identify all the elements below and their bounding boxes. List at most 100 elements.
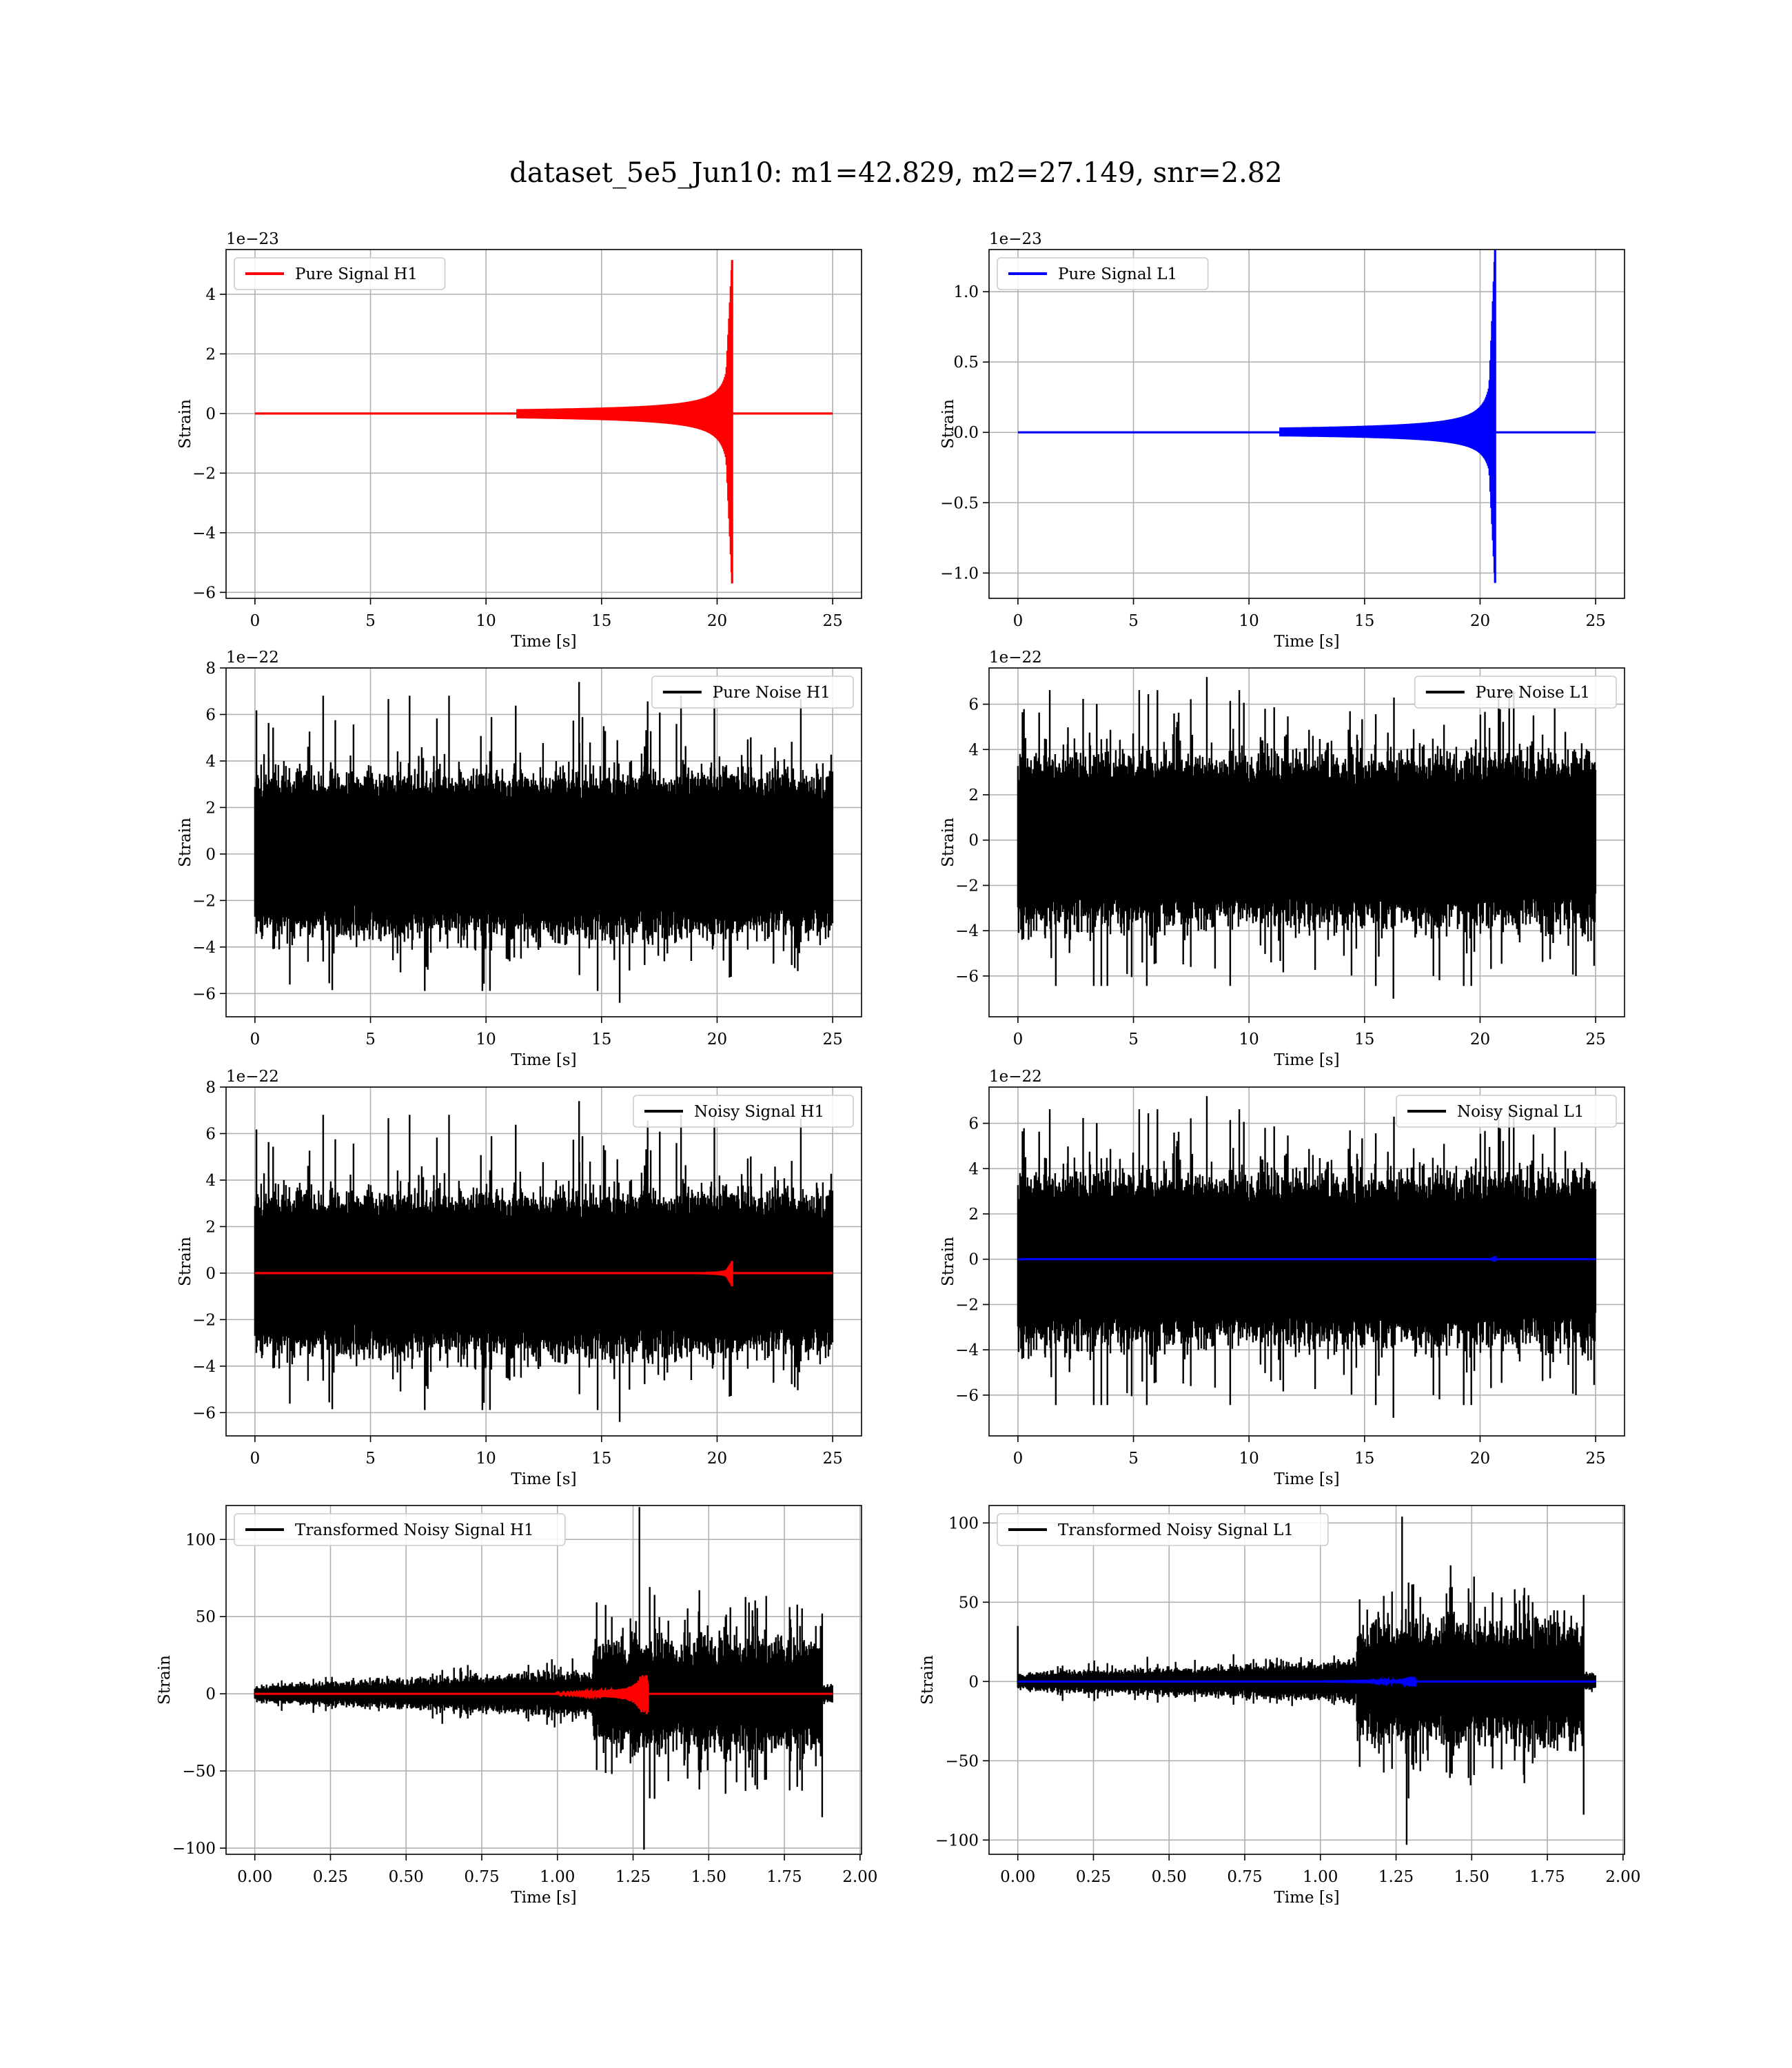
- axes-frame: [225, 1086, 862, 1437]
- plot-area: [254, 1507, 833, 1850]
- x-tick-label: 0.75: [464, 1868, 499, 1886]
- x-tick-label: 20: [707, 1450, 727, 1468]
- x-tick-label: 5: [365, 1031, 376, 1048]
- legend-label: Pure Signal L1: [1058, 265, 1177, 283]
- y-tick-label: −100: [935, 1832, 979, 1849]
- plot-area: [254, 260, 833, 584]
- y-tick-label: 0: [205, 846, 216, 864]
- axes-frame: [988, 249, 1625, 599]
- y-tick-label: 4: [205, 1172, 216, 1190]
- x-tick-label: 0: [1013, 612, 1024, 630]
- legend-frame: [234, 1513, 566, 1546]
- x-tick-label: 2.00: [1605, 1868, 1640, 1886]
- series-line-1: [254, 1675, 833, 1714]
- series-line-0: [1017, 250, 1596, 583]
- x-tick-label: 25: [822, 1450, 842, 1468]
- y-tick-label: −2: [192, 892, 216, 910]
- x-tick-label: 0: [1013, 1450, 1024, 1468]
- y-axis-label: Strain: [939, 818, 957, 867]
- legend: Pure Noise H1: [651, 676, 854, 709]
- chart-panel-3: 0 5 10 15 20 25 −6 −4 −2 0 2 4 6 8 Time [s] Strain 1e−22…: [176, 649, 862, 1069]
- series-line-0: [254, 1507, 833, 1850]
- legend: Pure Signal L1: [997, 257, 1209, 290]
- y-tick-label: 0.5: [953, 354, 979, 372]
- y-tick-label: −6: [192, 584, 216, 602]
- x-tick-label: 2.00: [842, 1868, 877, 1886]
- x-tick-label: 25: [822, 1031, 842, 1048]
- y-tick-label: −2: [955, 1296, 979, 1314]
- y-tick-label: 4: [968, 1160, 979, 1178]
- legend-frame: [1396, 1095, 1617, 1128]
- x-tick-label: 15: [1354, 1450, 1374, 1468]
- x-tick-label: 20: [1470, 1450, 1490, 1468]
- legend-frame: [997, 1513, 1329, 1546]
- axes-frame: [225, 667, 862, 1017]
- y-tick-label: −2: [955, 877, 979, 895]
- legend: Pure Noise L1: [1414, 676, 1617, 709]
- x-tick-label: 1.00: [540, 1868, 575, 1886]
- y-tick-label: 0: [968, 1251, 979, 1269]
- y-tick-label: −4: [192, 1358, 216, 1376]
- legend-label: Transformed Noisy Signal H1: [295, 1521, 534, 1539]
- y-tick-label: −4: [192, 939, 216, 957]
- x-tick-label: 10: [476, 1031, 496, 1048]
- x-tick-label: 0: [250, 612, 261, 630]
- y-tick-label: 6: [968, 1115, 979, 1133]
- x-tick-label: 1.00: [1303, 1868, 1338, 1886]
- x-tick-label: 0: [250, 1450, 261, 1468]
- figure-title: dataset_5e5_Jun10: m1=42.829, m2=27.149,…: [509, 157, 1283, 189]
- series-line-1: [1017, 1256, 1596, 1262]
- y-axis-label: Strain: [176, 1237, 194, 1286]
- chart-panel-1: 0 5 10 15 20 25 −6 −4 −2 0 2 4 Time [s] Strain 1e−23 Pu…: [176, 230, 862, 651]
- x-tick-label: 5: [365, 1450, 376, 1468]
- x-tick-label: 25: [1585, 612, 1605, 630]
- offset-text: 1e−22: [226, 1068, 279, 1086]
- offset-text: 1e−22: [989, 649, 1042, 667]
- legend-frame: [1414, 676, 1617, 709]
- x-tick-label: 20: [707, 612, 727, 630]
- legend: Noisy Signal L1: [1396, 1095, 1617, 1128]
- y-tick-label: 0: [205, 1685, 216, 1703]
- x-tick-label: 1.75: [1529, 1868, 1565, 1886]
- y-tick-label: −50: [182, 1763, 216, 1781]
- y-tick-label: 2: [205, 799, 216, 817]
- x-tick-label: 25: [1585, 1450, 1605, 1468]
- y-axis-label: Strain: [939, 399, 957, 449]
- x-tick-label: 10: [476, 1450, 496, 1468]
- x-tick-label: 0: [250, 1031, 261, 1048]
- legend-frame: [633, 1095, 854, 1128]
- series-line-0: [254, 1101, 834, 1422]
- x-tick-label: 0: [1013, 1031, 1024, 1048]
- x-tick-label: 5: [365, 612, 376, 630]
- offset-text: 1e−22: [989, 1068, 1042, 1086]
- x-tick-label: 1.50: [1454, 1868, 1489, 1886]
- series-line-0: [1017, 677, 1597, 999]
- x-tick-label: 15: [1354, 612, 1374, 630]
- y-tick-label: −6: [192, 1404, 216, 1422]
- plot-area: [254, 682, 834, 1003]
- axes-frame: [225, 1505, 862, 1855]
- y-axis-label: Strain: [176, 818, 194, 867]
- offset-text: 1e−23: [989, 230, 1042, 248]
- y-tick-label: −4: [955, 922, 979, 940]
- series-line-0: [1017, 1096, 1597, 1418]
- y-tick-label: 100: [948, 1514, 979, 1532]
- legend-frame: [651, 676, 854, 709]
- series-line-1: [254, 1261, 833, 1287]
- chart-panel-6: 0 5 10 15 20 25 −6 −4 −2 0 2 4 6 Time [s] Strain 1e−22 N…: [939, 1068, 1625, 1488]
- axes-frame: [988, 667, 1625, 1017]
- chart-panel-2: 0 5 10 15 20 25 −1.0 −0.5 0.0 0.5 1.0 Time [s] Strai…: [939, 230, 1625, 651]
- x-tick-label: 1.50: [691, 1868, 726, 1886]
- chart-panel-4: 0 5 10 15 20 25 −6 −4 −2 0 2 4 6 Time [s] Strain 1e−22 P…: [939, 649, 1625, 1069]
- x-tick-label: 10: [1239, 1031, 1259, 1048]
- y-tick-label: −0.5: [940, 494, 979, 512]
- chart-panel-5: 0 5 10 15 20 25 −6 −4 −2 0 2 4 6 8 Time [s] Strain 1e−22…: [176, 1068, 862, 1488]
- series-line-0: [254, 682, 834, 1003]
- x-tick-label: 15: [591, 1031, 611, 1048]
- y-tick-label: −2: [192, 1311, 216, 1329]
- y-tick-label: −100: [172, 1840, 216, 1858]
- x-tick-label: 0.25: [313, 1868, 348, 1886]
- y-tick-label: −50: [945, 1752, 979, 1770]
- axes-frame: [988, 1505, 1625, 1855]
